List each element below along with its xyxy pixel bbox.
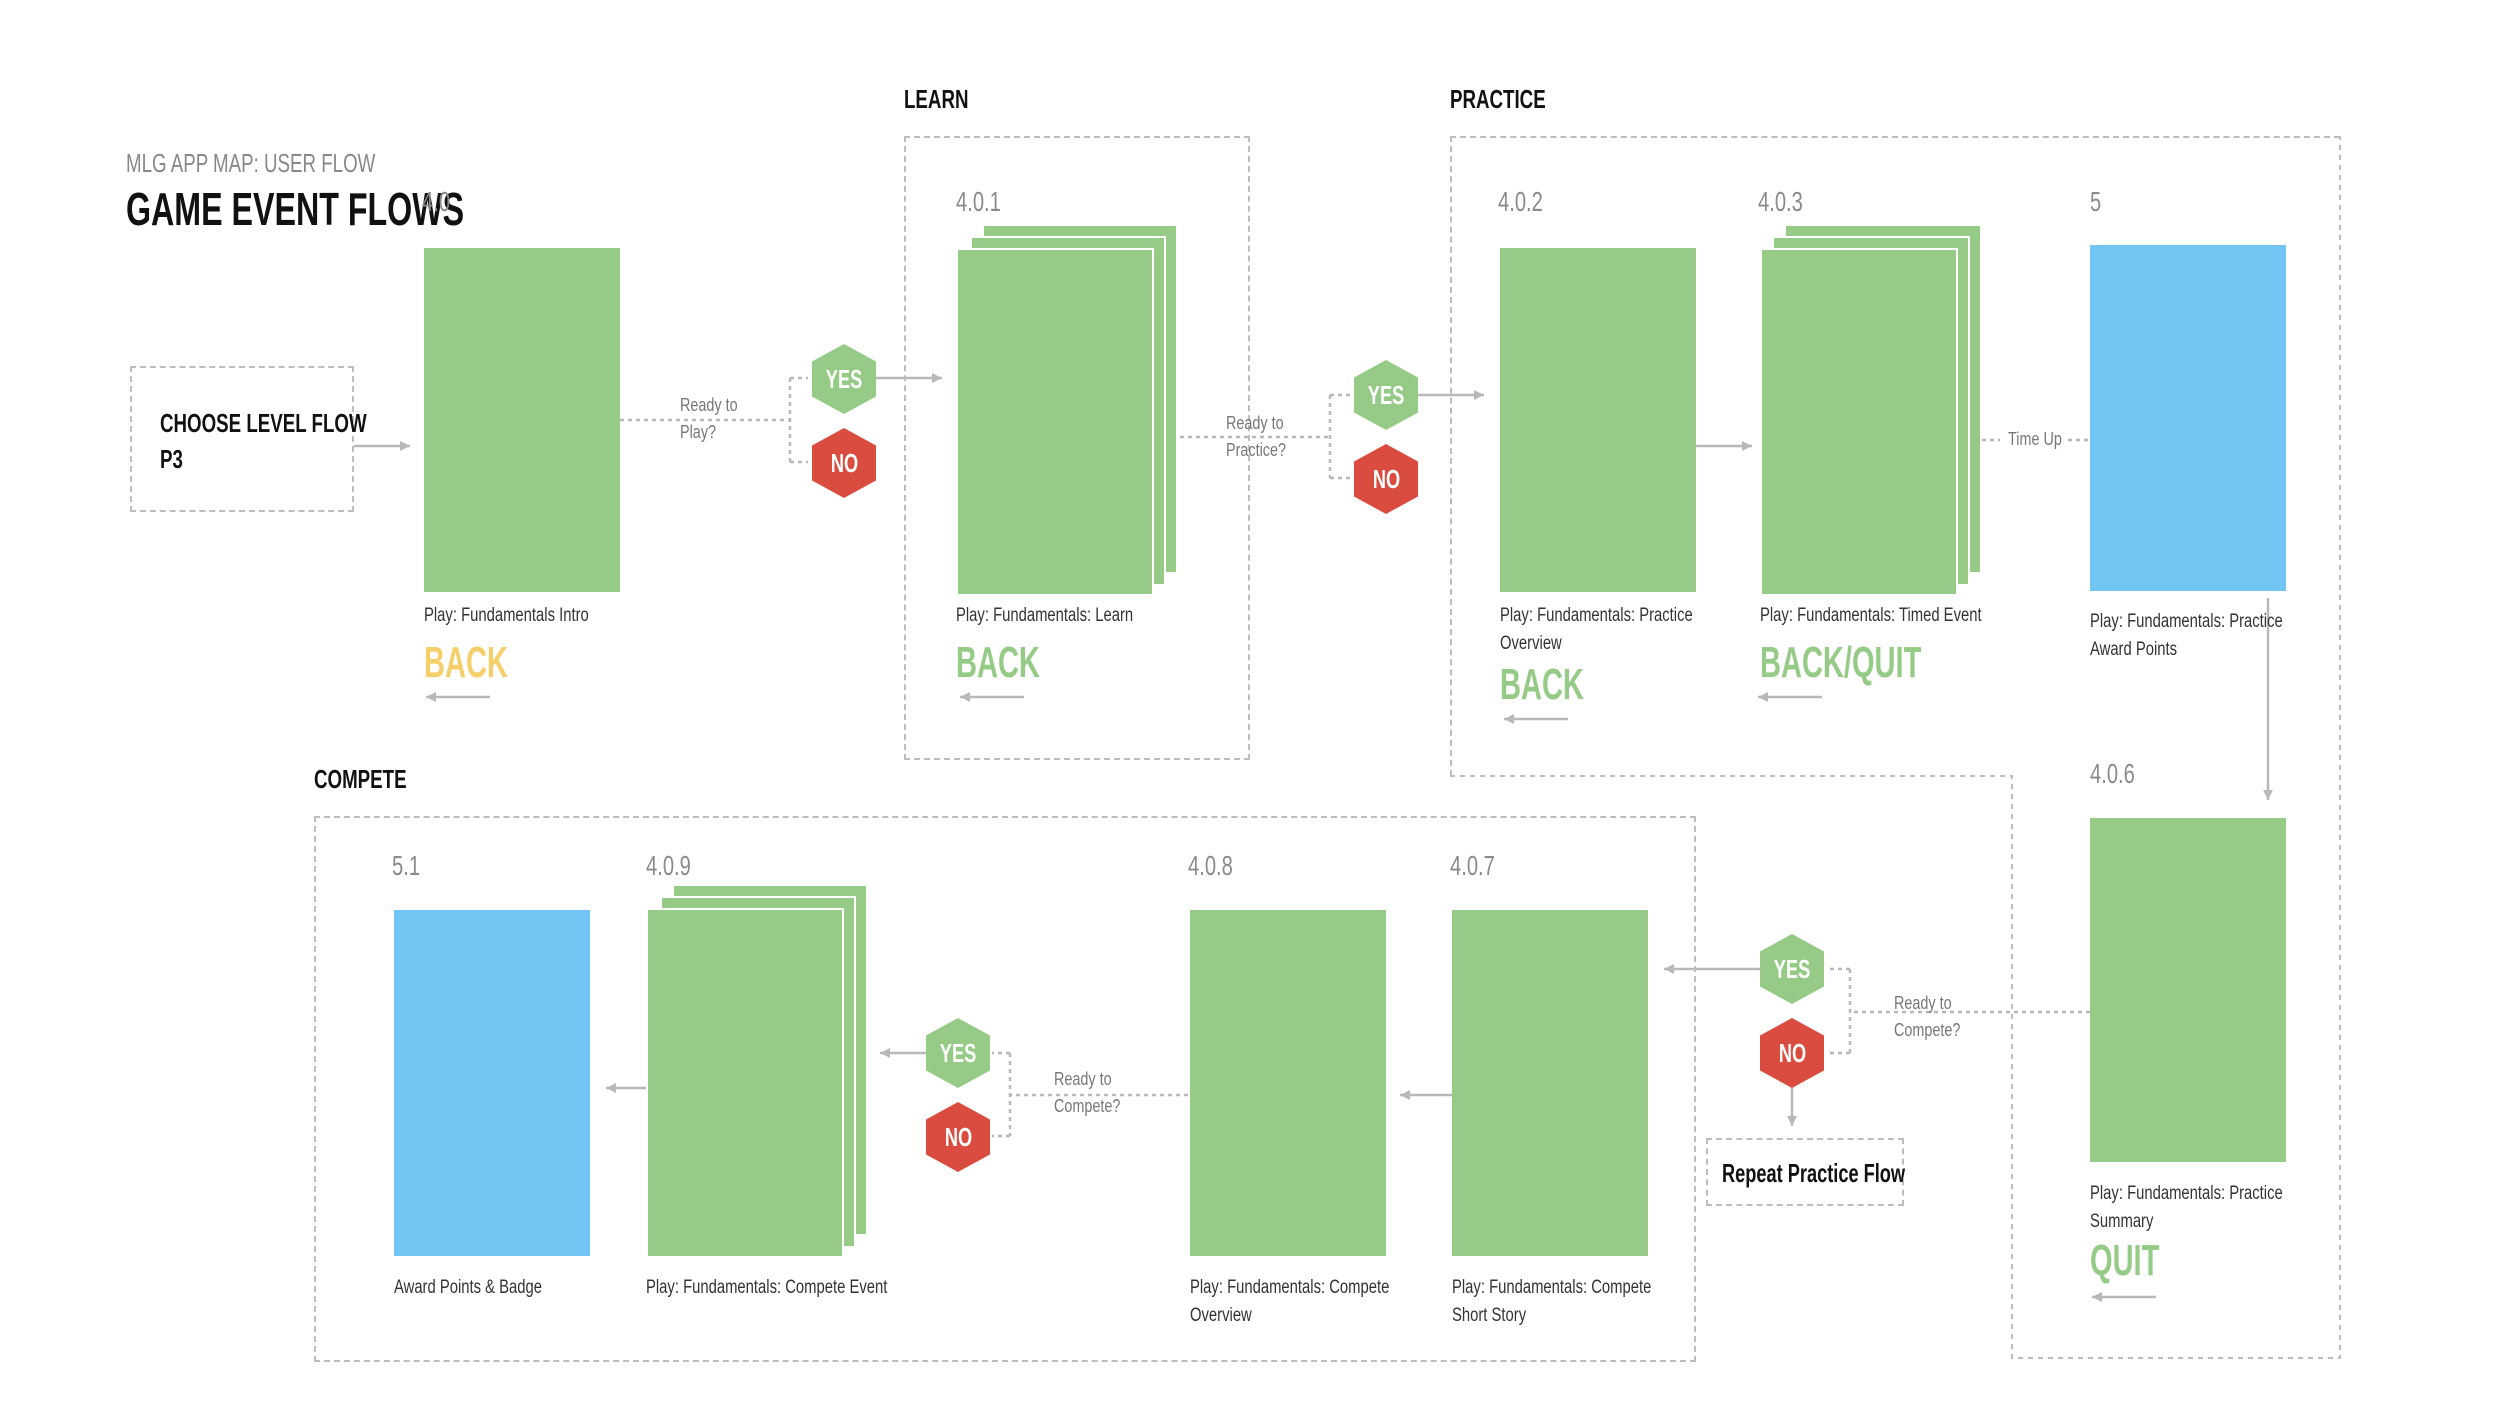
screen-compete-overview[interactable]: [1190, 910, 1386, 1256]
screen-caption-fundamentals-learn: Play: Fundamentals: Learn: [956, 605, 1134, 626]
yes-hexagon-play[interactable]: YES: [812, 344, 876, 414]
repeat-practice-flow-label: Repeat Practice Flow: [1722, 1158, 1906, 1188]
screen-caption-compete-overview: Play: Fundamentals: Compete Overview: [1190, 1277, 1390, 1326]
screen-practice-summary[interactable]: [2090, 818, 2286, 1162]
screen-number-5: 5: [2090, 186, 2102, 217]
screen-number-4-0-6: 4.0.6: [2090, 758, 2135, 789]
choose-level-flow-label: CHOOSE LEVEL FLOW: [160, 408, 367, 438]
screen-number-4-0-3: 4.0.3: [1758, 186, 1803, 217]
screen-practice-award-points[interactable]: [2090, 245, 2286, 591]
screen-number-4-0-7: 4.0.7: [1450, 850, 1495, 881]
screen-practice-overview[interactable]: [1500, 248, 1696, 592]
yes-label: YES: [939, 1037, 977, 1068]
section-frame-compete: [314, 816, 1696, 1362]
no-label: NO: [1372, 463, 1400, 494]
choose-level-flow-page: P3: [160, 444, 183, 474]
diagram-title: GAME EVENT FLOWS: [126, 183, 465, 235]
decision-question-compete: Ready to Compete?: [1894, 993, 1961, 1040]
no-label: NO: [1778, 1037, 1806, 1068]
screen-compete-short-story[interactable]: [1452, 910, 1648, 1256]
back-quit-button-timed-event[interactable]: BACK/QUIT: [1760, 638, 1922, 687]
back-button-intro[interactable]: BACK: [424, 638, 508, 687]
screen-timed-event[interactable]: [1760, 248, 1958, 596]
no-hexagon-play[interactable]: NO: [812, 428, 876, 498]
section-frame-learn: [904, 136, 1250, 760]
screen-caption-practice-award-points: Play: Fundamentals: Practice Award Point…: [2090, 611, 2283, 660]
screen-number-4-0-9: 4.0.9: [646, 850, 691, 881]
diagram-supertitle: MLG APP MAP: USER FLOW: [126, 148, 376, 178]
no-hexagon-practice[interactable]: NO: [1354, 444, 1418, 514]
decision-question-practice: Ready to Practice?: [1226, 413, 1287, 460]
decision-question-play: Ready to Play?: [680, 395, 738, 442]
yes-hexagon-compete[interactable]: YES: [1760, 934, 1824, 1004]
screen-caption-award-points-badge: Award Points & Badge: [394, 1277, 543, 1298]
screen-caption-practice-summary: Play: Fundamentals: Practice Summary: [2090, 1183, 2283, 1232]
screen-caption-timed-event: Play: Fundamentals: Timed Event: [1760, 605, 1982, 626]
section-label-practice: PRACTICE: [1450, 84, 1546, 114]
screen-number-4-0-1: 4.0.1: [956, 186, 1001, 217]
quit-button-practice-summary[interactable]: QUIT: [2090, 1236, 2160, 1285]
screen-caption-compete-event: Play: Fundamentals: Compete Event: [646, 1277, 888, 1298]
section-label-learn: LEARN: [904, 84, 969, 114]
yes-label: YES: [1367, 379, 1405, 410]
yes-label: YES: [1773, 953, 1811, 984]
screen-award-points-badge[interactable]: [394, 910, 590, 1256]
yes-label: YES: [825, 363, 863, 394]
screen-caption-compete-short-story: Play: Fundamentals: Compete Short Story: [1452, 1277, 1652, 1326]
back-button-practice[interactable]: BACK: [1500, 660, 1584, 709]
no-label: NO: [830, 447, 858, 478]
time-up-label: Time Up: [2008, 429, 2062, 449]
no-hexagon-compete[interactable]: NO: [1760, 1018, 1824, 1088]
screen-number-5-1: 5.1: [392, 850, 421, 881]
repeat-practice-flow-box[interactable]: Repeat Practice Flow: [1706, 1138, 1906, 1206]
screen-compete-event[interactable]: [646, 908, 844, 1258]
screen-number-4-0: 4.0: [422, 186, 451, 217]
decision-question-compete-event: Ready to Compete?: [1054, 1069, 1121, 1116]
screen-caption-practice-overview: Play: Fundamentals: Practice Overview: [1500, 605, 1693, 654]
choose-level-flow-box[interactable]: CHOOSE LEVEL FLOW P3: [130, 366, 367, 512]
screen-number-4-0-2: 4.0.2: [1498, 186, 1543, 217]
yes-hexagon-practice[interactable]: YES: [1354, 360, 1418, 430]
screen-fundamentals-intro[interactable]: [424, 248, 620, 592]
section-label-compete: COMPETE: [314, 764, 407, 794]
back-button-learn[interactable]: BACK: [956, 638, 1040, 687]
no-label: NO: [944, 1121, 972, 1152]
screen-fundamentals-learn[interactable]: [956, 248, 1154, 596]
screen-caption-fundamentals-intro: Play: Fundamentals Intro: [424, 605, 589, 626]
screen-number-4-0-8: 4.0.8: [1188, 850, 1233, 881]
